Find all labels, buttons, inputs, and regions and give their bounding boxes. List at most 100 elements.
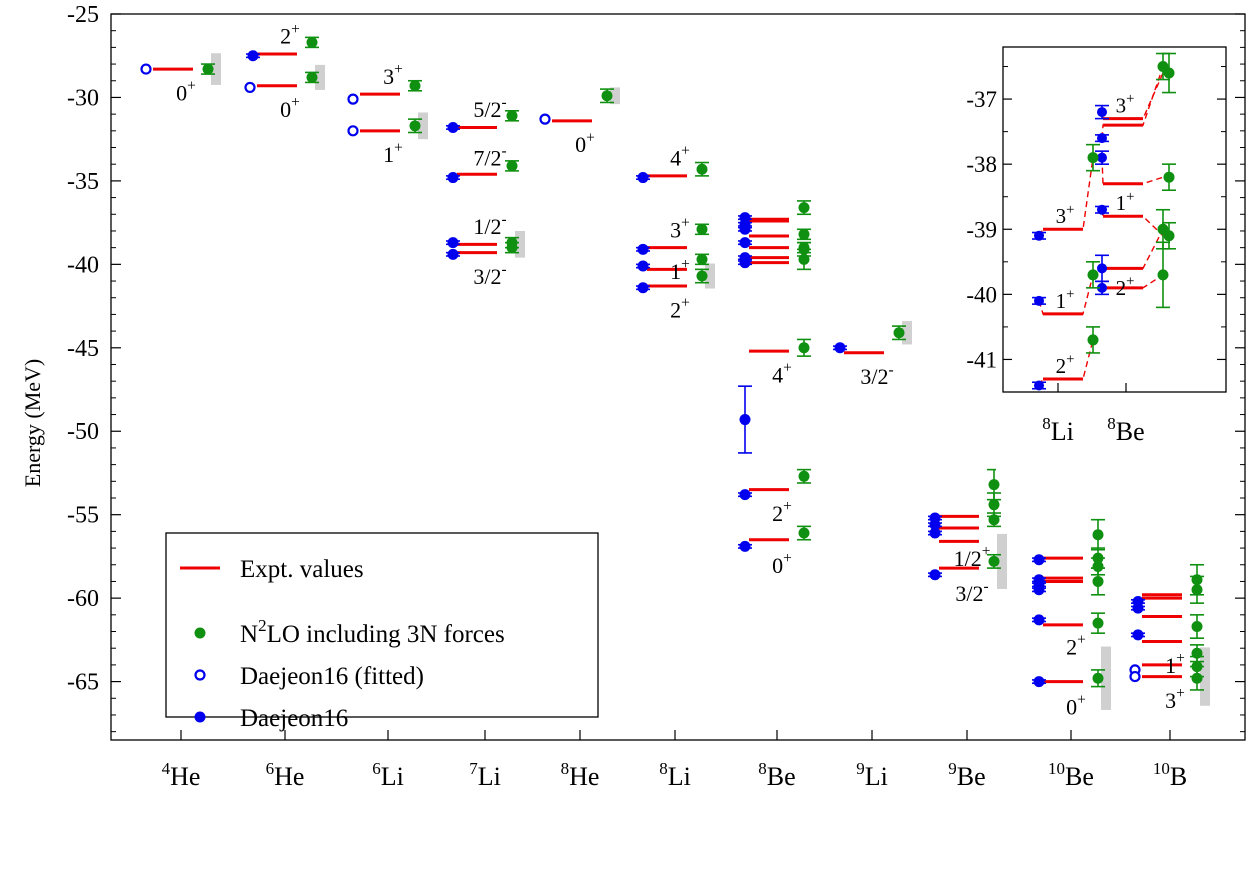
uncertainty-band-9	[1200, 647, 1210, 706]
inset-n2lo-point-4	[1157, 61, 1169, 73]
n2lo-point-11	[696, 223, 708, 235]
n2lo-point-19	[798, 342, 810, 354]
level-label-5-main: 5/2	[473, 97, 501, 122]
level-label-16: 0+	[772, 550, 792, 578]
n2lo-point-9	[601, 90, 613, 102]
inset-background	[996, 44, 1228, 476]
level-label-7: 1/2-	[473, 211, 506, 239]
x-tick-mass-10: 10	[1153, 759, 1170, 778]
inset-level-label-2: 2+	[1056, 352, 1075, 378]
legend-label-2: Daejeon16 (fitted)	[240, 663, 424, 690]
inset-level-label-1: 1+	[1056, 286, 1075, 312]
level-label-12: 1+	[670, 256, 690, 284]
y-tick-label-7: -60	[67, 586, 99, 612]
y-axis-label: Energy (MeV)	[20, 359, 45, 488]
level-label-16-sup: +	[783, 550, 792, 567]
x-tick-label-3: 7Li	[469, 759, 501, 791]
level-label-2-sup: +	[291, 94, 300, 111]
level-label-4-sup: +	[394, 139, 403, 156]
inset-level-label-4: 1+	[1116, 189, 1135, 215]
legend-label-1: N2LO including 3N forces	[240, 616, 505, 648]
uncertainty-band-4	[610, 87, 620, 105]
x-tick-element-2: Li	[381, 762, 404, 791]
expt-layer	[153, 52, 1182, 684]
level-label-0-main: 0	[176, 80, 187, 105]
inset-level-label-2-sup: +	[1066, 352, 1074, 368]
inset-level-label-3-sup: +	[1126, 91, 1134, 107]
level-label-13-main: 2	[670, 297, 681, 322]
level-label-14: 4+	[772, 360, 792, 388]
n2lo-point-22	[893, 327, 905, 339]
inset-daejeon-point-0	[1034, 230, 1044, 241]
inset-level-label-2-main: 2	[1056, 354, 1067, 378]
daejeon-fitted-point-0	[140, 63, 152, 75]
uncertainty-band-2	[418, 112, 428, 140]
level-label-9-main: 0	[575, 132, 586, 157]
x-tick-label-4: 8He	[561, 759, 600, 791]
inset-x-tick-label-1: 8Be	[1107, 414, 1144, 446]
level-label-11-sup: +	[681, 214, 690, 231]
level-label-19: 3/2-	[955, 578, 988, 606]
x-tick-element-3: Li	[478, 762, 501, 791]
level-label-23-sup: +	[1176, 685, 1185, 702]
inset-n2lo-point-8	[1157, 269, 1169, 281]
level-label-13-sup: +	[681, 295, 690, 312]
n2lo-point-4	[409, 120, 421, 132]
n2lo-point-20	[798, 470, 810, 482]
level-label-17-main: 3/2	[860, 364, 888, 389]
plot-frame	[110, 13, 1246, 741]
daejeon-point-11	[739, 223, 751, 235]
inset-link-5	[1101, 157, 1164, 185]
x-tick-label-8: 9Be	[948, 759, 985, 791]
daejeon-point-12	[739, 237, 751, 249]
daejeon-point-18	[834, 342, 846, 354]
daejeon-fitted-point-1	[244, 81, 256, 94]
legend-label-0: Expt. values	[240, 556, 364, 583]
level-label-15: 2+	[772, 498, 792, 526]
level-label-3-main: 3	[383, 64, 394, 89]
level-label-23: 3+	[1165, 685, 1185, 713]
level-label-6: 7/2-	[473, 143, 506, 171]
x-tick-element-1: He	[274, 762, 304, 791]
daejeon-fitted-point-6	[1129, 670, 1141, 683]
level-label-5: 5/2-	[473, 94, 506, 122]
level-label-0-sup: +	[187, 78, 196, 95]
daejeon-point-27	[1033, 614, 1045, 626]
inset-daejeon-point-7	[1097, 263, 1107, 274]
daejeon-point-26	[1033, 584, 1045, 596]
inset-x-tick-mass-1: 8	[1107, 414, 1116, 433]
n2lo-point-34	[1191, 584, 1203, 596]
x-tick-element-8: Be	[957, 762, 986, 791]
points-layer	[140, 36, 1204, 691]
level-label-11-main: 3	[670, 217, 681, 242]
n2lo-point-0	[202, 63, 214, 75]
level-label-13: 2+	[670, 295, 690, 323]
inset-daejeon-point-8	[1097, 282, 1107, 293]
inset-level-label-5: 2+	[1116, 273, 1135, 299]
n2lo-point-14	[798, 202, 810, 214]
inset-level-label-3: 3+	[1116, 91, 1135, 117]
x-tick-mass-3: 7	[469, 759, 478, 778]
inset-y-tick-label-3: -40	[966, 282, 997, 307]
x-tick-element-7: Li	[865, 762, 888, 791]
inset-daejeon-point-1	[1034, 295, 1044, 306]
x-tick-element-4: He	[569, 762, 599, 791]
y-tick-label-6: -55	[67, 503, 99, 529]
inset-level-label-0-main: 3	[1056, 204, 1067, 228]
legend-label-rest: LO including 3N forces	[267, 621, 505, 648]
uncertainty-band-1	[315, 64, 325, 90]
inset-level-label-4-sup: +	[1126, 189, 1134, 205]
y-tick-label-0: -25	[67, 2, 99, 28]
n2lo-point-15	[798, 228, 810, 240]
x-tick-mass-7: 9	[856, 759, 865, 778]
n2lo-point-13	[696, 270, 708, 282]
level-label-17-sup: -	[888, 361, 893, 378]
daejeon-point-1	[447, 121, 459, 133]
n2lo-point-30	[1092, 575, 1104, 587]
daejeon-point-14	[739, 257, 751, 269]
x-tick-mass-4: 8	[561, 759, 570, 778]
level-label-4-main: 1	[383, 142, 394, 167]
daejeon-point-6	[637, 243, 649, 255]
